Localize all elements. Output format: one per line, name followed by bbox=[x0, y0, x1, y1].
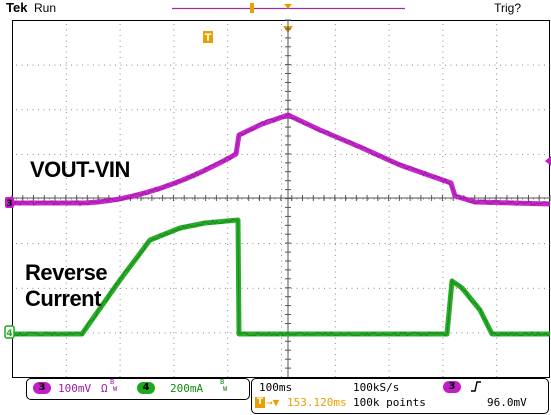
axis-ticks bbox=[11, 19, 551, 369]
status-bar: 3 100mV Ω B W 4 200mA B W 100ms 100kS/s … bbox=[0, 376, 551, 415]
sample-rate: 100kS/s bbox=[353, 381, 400, 394]
acquisition-state: Run bbox=[34, 1, 57, 15]
timebase: 100ms bbox=[259, 381, 293, 394]
svg-text:3: 3 bbox=[6, 199, 12, 209]
trigger-position-arrow-icon: →▼ bbox=[266, 396, 280, 409]
trigger-top-arrow-icon bbox=[284, 4, 292, 9]
ch3-bw-limit-icon: B bbox=[110, 378, 115, 386]
trigger-level-marker-icon[interactable] bbox=[545, 156, 551, 166]
ch3-trace-label: VOUT-VIN bbox=[30, 157, 130, 182]
ch4-ground-marker[interactable]: 4 bbox=[4, 325, 15, 339]
svg-text:T: T bbox=[205, 33, 212, 44]
brand-logo: Tek bbox=[6, 0, 28, 15]
trigger-position-marker[interactable]: T bbox=[203, 31, 213, 44]
trigger-level: 96.0mV bbox=[487, 396, 527, 409]
channel-readout-box[interactable] bbox=[26, 378, 250, 400]
top-bar: Tek Run Trig? bbox=[0, 0, 551, 18]
ch3-ground-marker[interactable]: 3 bbox=[5, 197, 14, 209]
trigger-position-icon: T bbox=[255, 397, 265, 408]
record-length: 100k points bbox=[353, 396, 426, 409]
svg-text:4: 4 bbox=[6, 329, 12, 339]
ch3-bw-limit-suffix: W bbox=[113, 385, 118, 393]
ch4-bw-limit-suffix: W bbox=[223, 385, 228, 393]
ch3-badge[interactable]: 3 bbox=[33, 382, 51, 394]
ch4-trace-label-line2: Current bbox=[25, 286, 101, 311]
ch4-scale: 200mA bbox=[170, 382, 204, 395]
trigger-position: 153.120ms bbox=[287, 396, 347, 409]
rising-edge-icon bbox=[471, 381, 481, 392]
ch3-waveform-noise bbox=[11, 113, 551, 207]
ch4-trace-label-line1: Reverse bbox=[25, 260, 108, 285]
horizontal-trigger-readout-box[interactable] bbox=[251, 378, 549, 414]
trigger-status: Trig? bbox=[494, 1, 521, 15]
ch4-waveform-noise bbox=[11, 219, 551, 337]
ch4-badge[interactable]: 4 bbox=[137, 382, 155, 394]
ch3-waveform bbox=[12, 112, 551, 207]
ch3-impedance-icon: Ω bbox=[101, 382, 108, 395]
ch3-scale: 100mV bbox=[58, 382, 92, 395]
record-view-marker bbox=[250, 3, 254, 13]
trigger-source-badge[interactable]: 3 bbox=[443, 381, 461, 393]
ch4-bw-limit-icon: B bbox=[220, 378, 225, 386]
